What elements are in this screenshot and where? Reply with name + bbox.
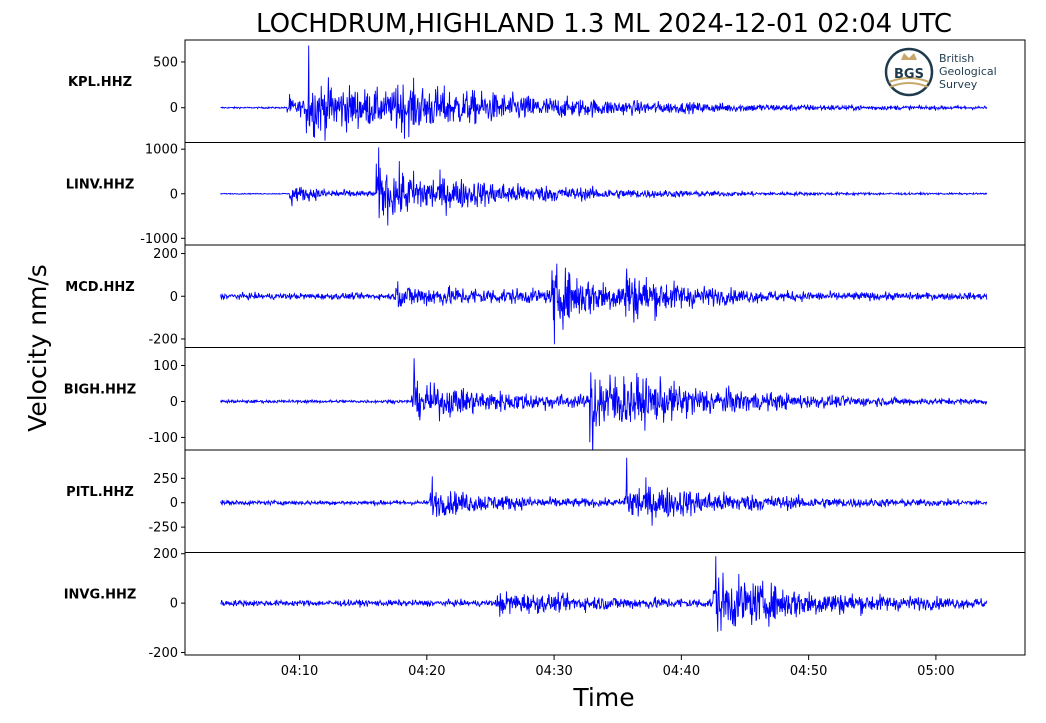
waveform-trace — [220, 457, 988, 526]
y-tick-label: 250 — [153, 472, 178, 487]
station-panel: 500 0 KPL.HHZ — [68, 39, 1026, 143]
panel-frame — [184, 552, 1026, 656]
bgs-logo-wave-1 — [888, 77, 930, 83]
panel-frame — [184, 347, 1026, 451]
station-panel: 200 0 -200 INVG.HHZ — [64, 547, 1026, 661]
station-label: BIGH.HHZ — [64, 383, 136, 398]
station-panel: 1000 0 -1000 LINV.HHZ — [66, 142, 1026, 247]
y-tick-label: -200 — [148, 332, 178, 347]
y-tick-label: 0 — [170, 290, 178, 305]
y-tick-label: 0 — [170, 187, 178, 202]
bgs-logo-line-3: Survey — [939, 78, 978, 91]
waveform-trace — [220, 556, 988, 632]
y-tick-label: 0 — [170, 395, 178, 410]
chart-title: LOCHDRUM,HIGHLAND 1.3 ML 2024-12-01 02:0… — [256, 9, 952, 39]
x-tick-label: 04:10 — [281, 664, 318, 679]
y-tick-label: -200 — [148, 646, 178, 661]
station-label: KPL.HHZ — [68, 75, 132, 90]
x-tick-label: 04:30 — [535, 664, 572, 679]
bgs-logo-wave-2 — [889, 82, 929, 88]
bgs-logo: BGS British Geological Survey — [884, 47, 997, 97]
x-axis: 04:10 04:20 04:30 04:40 04:50 05:00 — [281, 655, 955, 679]
y-tick-label: 100 — [153, 359, 178, 374]
waveform-trace — [220, 263, 988, 345]
x-tick-label: 04:20 — [408, 664, 445, 679]
y-tick-label: -1000 — [140, 232, 178, 247]
waveform-trace — [220, 45, 988, 141]
y-tick-label: 200 — [153, 547, 178, 562]
waveform-trace — [220, 147, 988, 226]
x-axis-title: Time — [572, 683, 634, 712]
y-tick-label: -250 — [148, 521, 178, 536]
bgs-logo-initials: BGS — [894, 67, 924, 82]
station-label: LINV.HHZ — [66, 178, 135, 193]
station-label: MCD.HHZ — [65, 280, 134, 295]
y-tick-label: 0 — [170, 496, 178, 511]
y-axis-title: Velocity nm/s — [23, 264, 52, 432]
x-tick-label: 04:50 — [790, 664, 827, 679]
waveform-trace — [220, 358, 988, 450]
x-tick-label: 04:40 — [663, 664, 700, 679]
y-tick-label: 500 — [153, 55, 178, 70]
station-label: PITL.HHZ — [66, 485, 134, 500]
station-panels: 5000KPL.HHZ10000-1000LINV.HHZ2000-200MCD… — [64, 39, 1026, 661]
bgs-logo-line-2: Geological — [939, 65, 997, 78]
station-label: INVG.HHZ — [64, 588, 137, 603]
y-tick-label: 1000 — [145, 143, 178, 158]
y-tick-label: -100 — [148, 431, 178, 446]
station-panel: 100 0 -100 BIGH.HHZ — [64, 347, 1026, 451]
station-panel: 250 0 -250 PITL.HHZ — [66, 449, 1026, 553]
x-tick-label: 05:00 — [917, 664, 954, 679]
station-panel: 200 0 -200 MCD.HHZ — [65, 244, 1026, 348]
crown-icon — [901, 53, 917, 60]
y-tick-label: 0 — [170, 597, 178, 612]
y-tick-label: 200 — [153, 247, 178, 262]
bgs-logo-line-1: British — [939, 52, 974, 65]
y-tick-label: 0 — [170, 101, 178, 116]
